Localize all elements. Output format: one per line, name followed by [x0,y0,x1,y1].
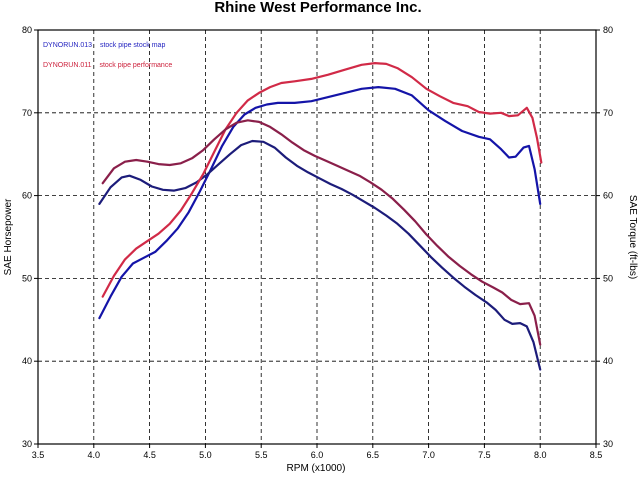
x-tick-label: 4.5 [143,450,156,460]
y-tick-label-left: 40 [22,356,32,366]
y-tick-label-right: 50 [603,273,613,283]
y-axis-label-left: SAE Horsepower [3,198,14,275]
y-tick-label-right: 80 [603,25,613,35]
chart-title: Rhine West Performance Inc. [214,0,421,16]
legend-label: stock pipe stock map [100,42,165,49]
y-tick-label-right: 60 [603,191,613,201]
tick-labels: 3.5 4.0 4.5 5.0 5.5 6.0 6.5 7.0 7.5 8.0 8.53040506… [22,25,613,460]
y-tick-label-left: 80 [22,25,32,35]
y-tick-label-right: 30 [603,439,613,449]
x-tick-label: 3.5 [32,450,45,460]
legend-label: stock pipe performance [99,62,172,69]
x-tick-label: 8.0 [534,450,547,460]
x-tick-label: 7.0 [422,450,435,460]
legend-id: DYNORUN.013 [43,42,92,49]
series-line-1 [98,139,542,371]
y-tick-label-left: 50 [22,273,32,283]
series-layer [98,62,543,371]
series-line-2 [101,62,543,298]
x-tick-label: 6.0 [311,450,324,460]
legend: DYNORUN.013 stock pipe stock map DYNORUN… [43,42,172,69]
series-line-0 [98,86,542,320]
x-tick-label: 8.5 [590,450,603,460]
y-tick-label-right: 70 [603,108,613,118]
x-axis-label: RPM (x1000) [287,463,346,474]
y-tick-label-left: 70 [22,108,32,118]
y-tick-label-right: 40 [603,356,613,366]
y-axis-label-right: SAE Torque (ft-lbs) [627,195,638,279]
y-tick-label-left: 30 [22,439,32,449]
x-tick-label: 4.0 [88,450,101,460]
x-tick-label: 6.5 [367,450,380,460]
y-tick-label-left: 60 [22,191,32,201]
x-tick-label: 5.5 [255,450,268,460]
legend-entry-dynorun-013: DYNORUN.013 stock pipe stock map [43,42,165,49]
x-tick-label: 7.5 [478,450,491,460]
legend-id: DYNORUN.011 [43,62,92,69]
series-line-3 [101,119,542,346]
x-tick-label: 5.0 [199,450,212,460]
legend-entry-dynorun-011: DYNORUN.011 stock pipe performance [43,62,172,69]
